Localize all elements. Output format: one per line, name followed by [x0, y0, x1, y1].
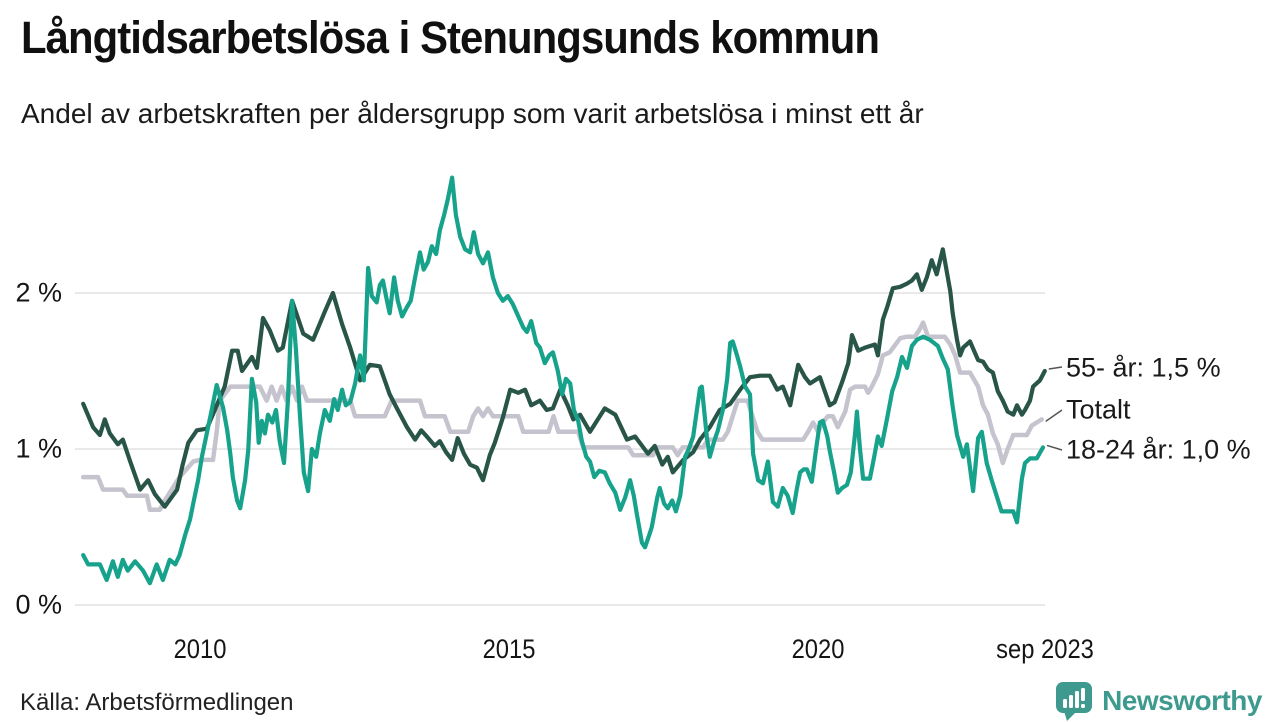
label-leader-line: [1048, 366, 1063, 370]
newsworthy-icon: [1056, 682, 1093, 721]
label-leader-line: [1046, 444, 1063, 451]
page-subtitle: Andel av arbetskraften per åldersgrupp s…: [21, 98, 924, 129]
y-axis-tick-label: 1 %: [15, 433, 62, 464]
series-end-label-55: 55- år: 1,5 %: [1066, 352, 1221, 383]
label-leader-line: [1045, 409, 1063, 422]
series-end-label-totalt: Totalt: [1066, 394, 1131, 425]
series-line-Totalt: [80, 320, 1044, 513]
page-title: Långtidsarbetslösa i Stenungsunds kommun: [21, 12, 880, 63]
y-axis-tick-label: 2 %: [15, 277, 62, 308]
x-axis-tick-label: 2020: [791, 634, 845, 664]
newsworthy-logo: Newsworthy: [1054, 680, 1262, 722]
series-end-label-18-24: 18-24 år: 1,0 %: [1066, 434, 1251, 465]
y-axis-tick-label: 0 %: [15, 589, 62, 620]
source-note: Källa: Arbetsförmedlingen: [20, 689, 294, 716]
series-line-55-r: [81, 247, 1047, 509]
x-axis-tick-label: sep 2023: [995, 634, 1094, 664]
newsworthy-wordmark: Newsworthy: [1102, 685, 1262, 716]
series-line-18-24-r: [81, 175, 1046, 586]
x-axis-tick-label: 2010: [173, 634, 227, 664]
x-axis-tick-label: 2015: [482, 634, 536, 664]
